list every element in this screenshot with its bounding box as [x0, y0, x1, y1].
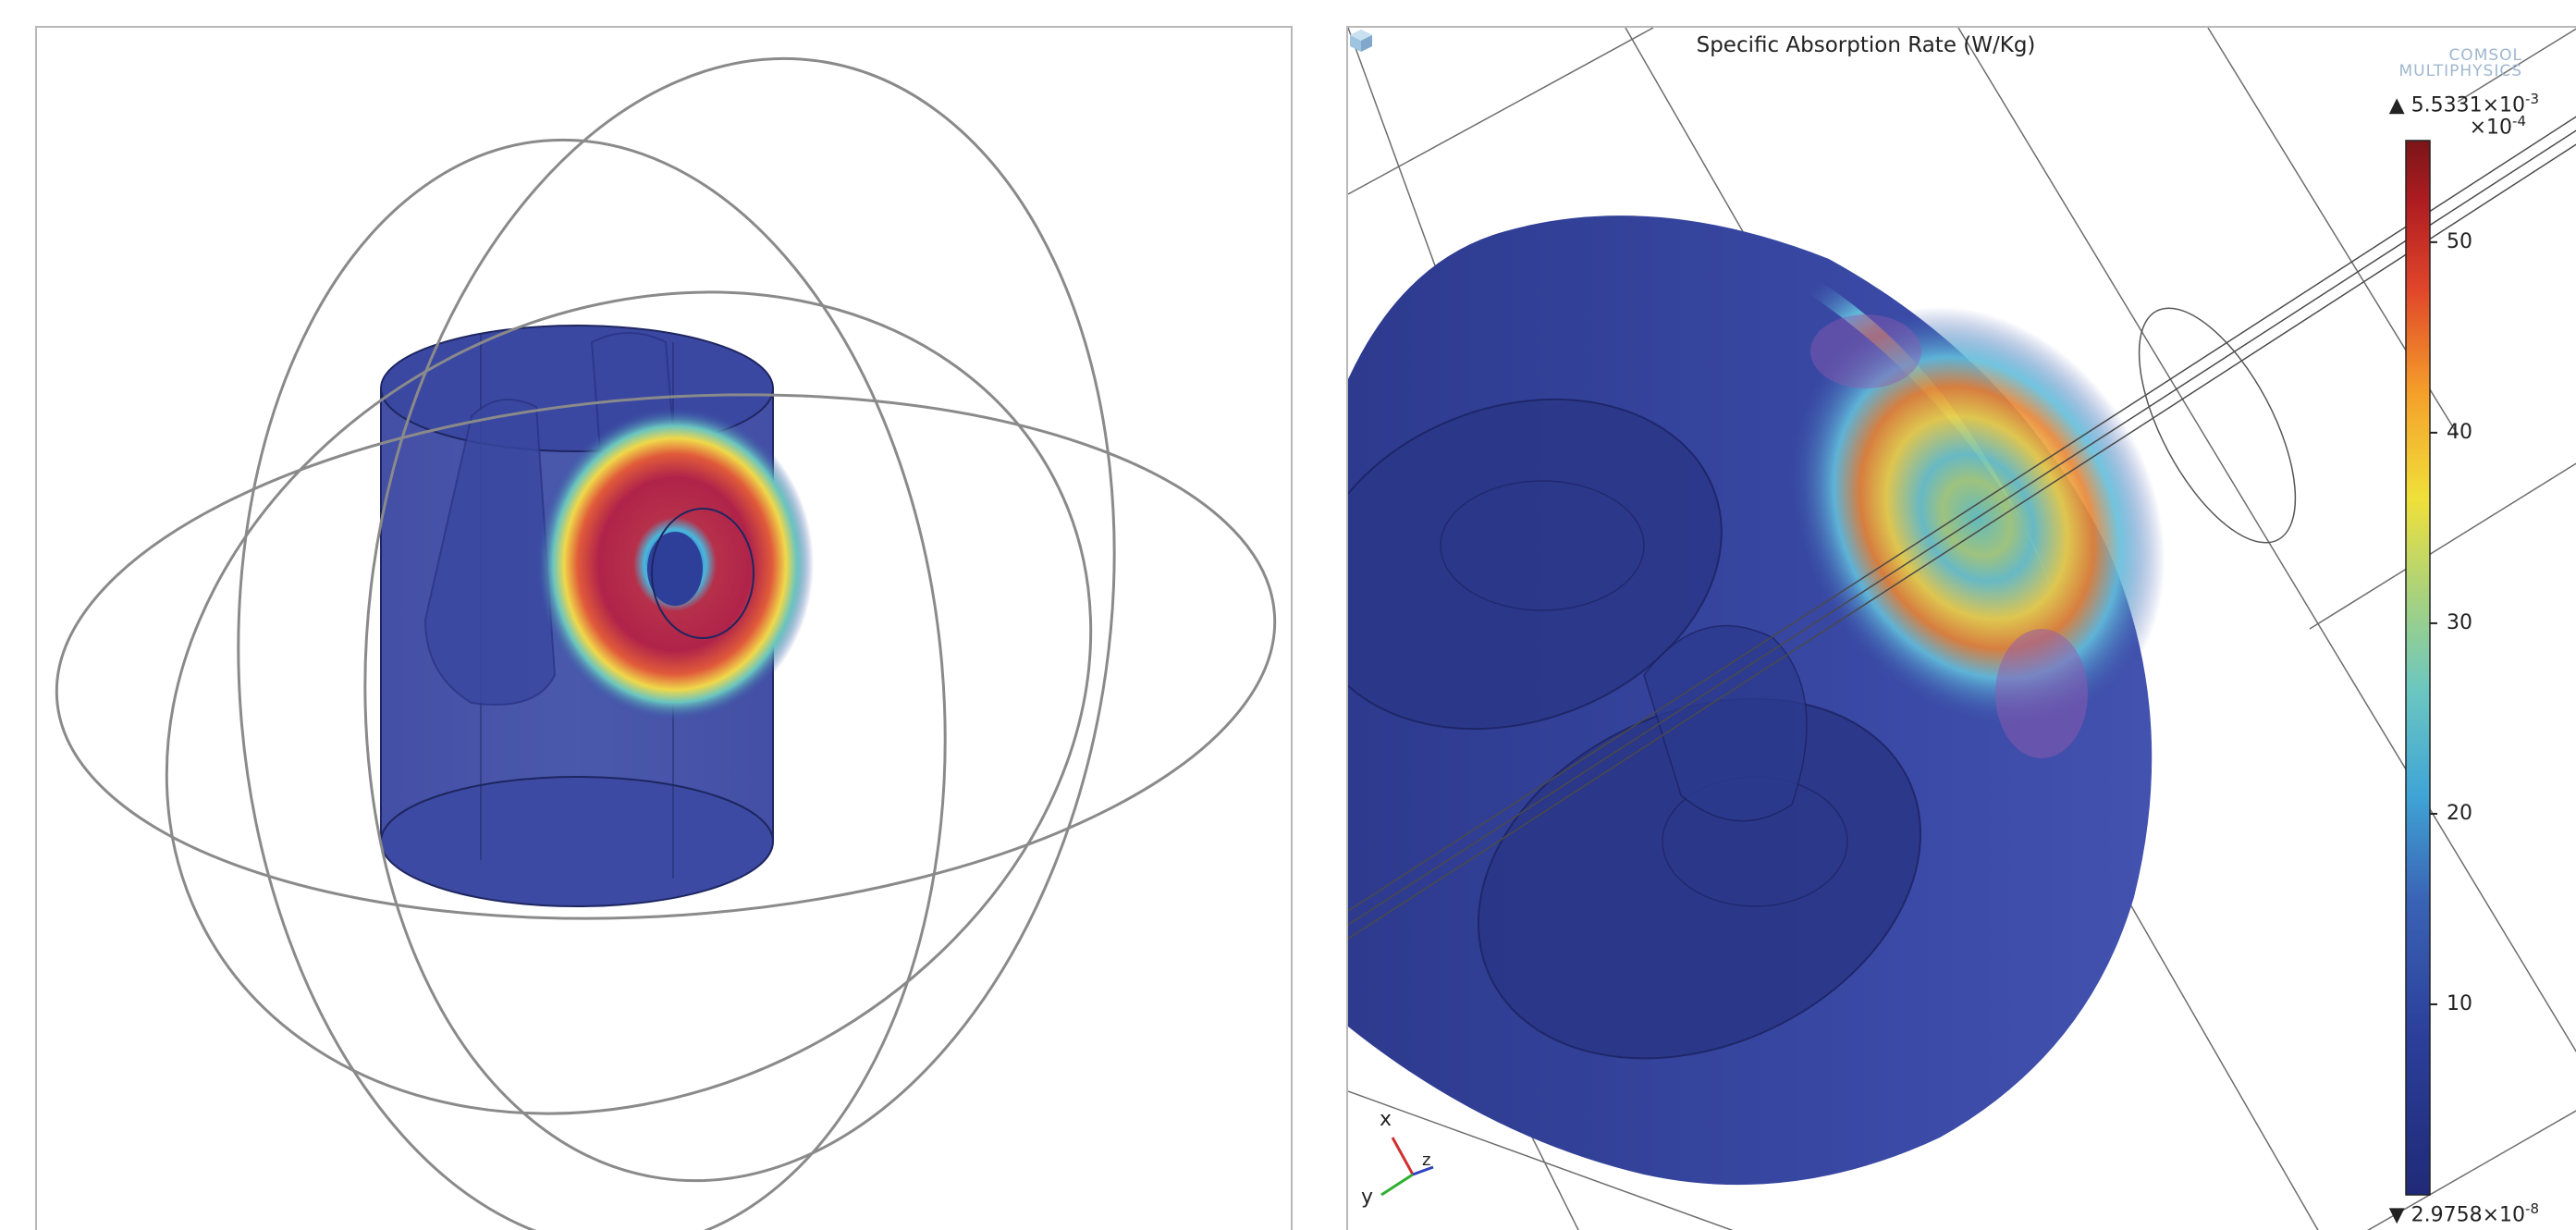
logo-line1: COMSOL [2448, 46, 2522, 65]
axis-y-label: y [1361, 1186, 1374, 1209]
plot-title: Specific Absorption Rate (W/Kg) [1696, 33, 2036, 57]
wire-loops [55, 56, 1277, 1230]
colorbar-tick-label: 10 [2447, 991, 2472, 1015]
colorbar-tick-label: 40 [2447, 420, 2472, 444]
axes-triad [1380, 1137, 1434, 1197]
right-scene [1348, 28, 2576, 1230]
cylinder-phantom [380, 325, 814, 907]
colorbar-scale-label: ×10-4 [2469, 113, 2526, 140]
axis-x-label: x [1380, 1108, 1392, 1131]
colorbar-tick-label: 20 [2447, 801, 2472, 825]
comsol-logo: COMSOL MULTIPHYSICS [2398, 48, 2522, 80]
logo-line2: MULTIPHYSICS [2398, 62, 2522, 80]
axis-z-label: z [1422, 1150, 1431, 1170]
colorbar-max-label: ▲ 5.5331×10-3 [2388, 91, 2539, 117]
phantom-cap [1348, 215, 2165, 1186]
colorbar-tick-label: 30 [2447, 610, 2472, 634]
colorbar-min-label: ▼ 2.9758×10-8 [2388, 1200, 2539, 1227]
left-scene [55, 56, 1277, 1230]
colorbar-ticks [2430, 240, 2437, 1005]
colorbar-tick-label: 50 [2447, 229, 2472, 253]
right-3d-view[interactable]: Specific Absorption Rate (W/Kg) COMSOL M… [1346, 26, 2576, 1230]
colorbar [2405, 140, 2437, 1196]
antenna-wires [1348, 116, 2576, 940]
left-3d-view[interactable] [35, 26, 1293, 1230]
comsol-cube-icon [1350, 30, 1372, 52]
